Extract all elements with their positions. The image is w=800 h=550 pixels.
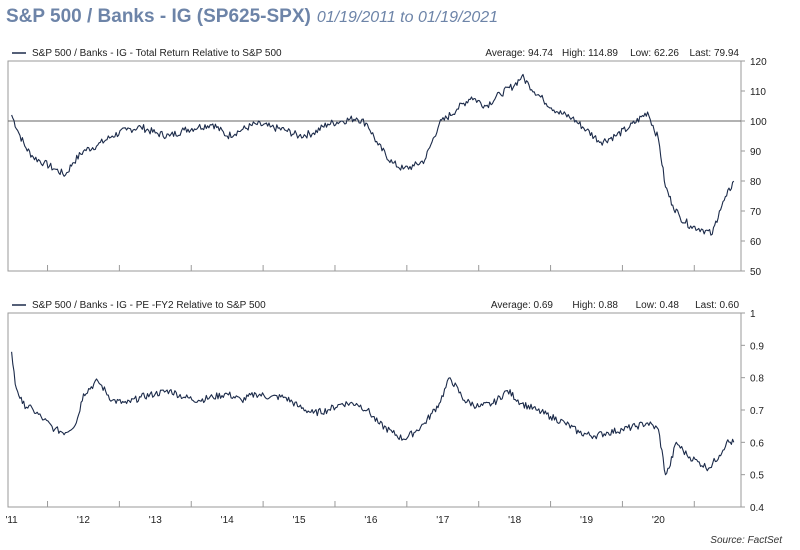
y-tick-label: 90 xyxy=(750,147,762,158)
x-tick-label: '18 xyxy=(508,515,521,526)
x-tick-label: '14 xyxy=(221,515,234,526)
y-tick-label: 0.8 xyxy=(750,374,764,385)
y-tick-label: 80 xyxy=(750,177,762,188)
chart-title: S&P 500 / Banks - IG (SP625-SPX) xyxy=(6,6,311,27)
stat-low: Low: 62.26 xyxy=(630,48,679,59)
x-tick-label: '20 xyxy=(652,515,665,526)
y-tick-label: 0.6 xyxy=(750,438,764,449)
x-tick-label: '15 xyxy=(293,515,306,526)
stat-high: High: 0.88 xyxy=(572,300,618,311)
stat-last: Last: 0.60 xyxy=(695,300,739,311)
stat-last: Last: 79.94 xyxy=(690,48,740,59)
x-tick-label: '13 xyxy=(149,515,162,526)
plot-frame xyxy=(7,60,742,272)
stat-average: Average: 0.69 xyxy=(491,300,554,311)
legend-label: S&P 500 / Banks - IG - Total Return Rela… xyxy=(32,48,282,59)
y-tick-label: 0.5 xyxy=(750,471,764,482)
series-line xyxy=(11,351,735,476)
y-tick-label: 60 xyxy=(750,237,762,248)
source-note: Source: FactSet xyxy=(710,535,783,546)
legend-label: S&P 500 / Banks - IG - PE -FY2 Relative … xyxy=(32,300,266,311)
series-line xyxy=(11,73,735,236)
stat-high: High: 114.89 xyxy=(562,48,618,59)
chart-title-block: S&P 500 / Banks - IG (SP625-SPX) 01/19/20… xyxy=(6,6,498,28)
y-tick-label: 110 xyxy=(750,87,766,98)
y-tick-label: 70 xyxy=(750,207,762,218)
stat-low: Low: 0.48 xyxy=(636,300,680,311)
y-tick-label: 0.7 xyxy=(750,406,764,417)
y-tick-label: 1 xyxy=(750,309,756,320)
x-tick-label: '16 xyxy=(364,515,377,526)
date-range: 01/19/2011 to 01/19/2021 xyxy=(316,9,499,26)
x-tick-label: '12 xyxy=(77,515,90,526)
y-tick-label: 0.4 xyxy=(750,503,764,514)
stat-average: Average: 94.74 xyxy=(485,48,553,59)
y-tick-label: 100 xyxy=(750,117,767,128)
x-tick-label: '19 xyxy=(580,515,593,526)
x-tick-label: '17 xyxy=(436,515,449,526)
y-tick-label: 120 xyxy=(750,57,767,68)
y-tick-label: 0.9 xyxy=(750,341,764,352)
x-tick-label: '11 xyxy=(5,515,18,526)
plot-frame xyxy=(7,312,742,508)
y-tick-label: 50 xyxy=(750,267,762,278)
